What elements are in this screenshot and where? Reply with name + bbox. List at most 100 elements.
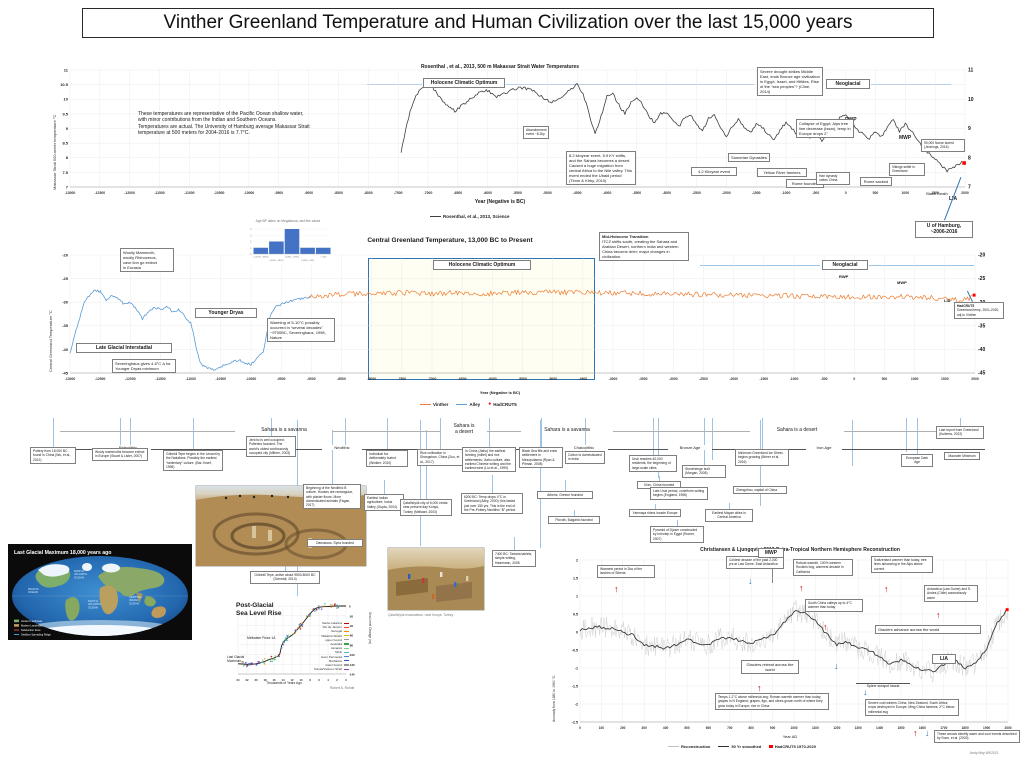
svg-text:0: 0 bbox=[345, 678, 347, 682]
connector-line bbox=[53, 418, 54, 447]
svg-text:10: 10 bbox=[299, 678, 303, 682]
warm-event-arrow: ↑ bbox=[614, 584, 619, 594]
annotation-box: MWP bbox=[897, 280, 907, 285]
svg-text:-6500: -6500 bbox=[453, 191, 462, 195]
svg-text:-1500: -1500 bbox=[752, 191, 761, 195]
svg-text:0: 0 bbox=[579, 726, 581, 730]
timeline-line bbox=[60, 431, 235, 432]
svg-text:Modern Landmass: Modern Landmass bbox=[21, 624, 43, 628]
svg-text:8: 8 bbox=[968, 155, 971, 161]
era-paleolithic: Paleolithic bbox=[105, 445, 151, 450]
svg-text:1600: 1600 bbox=[919, 726, 926, 730]
svg-text:-4500: -4500 bbox=[573, 191, 582, 195]
greenland-chart: -13000 -12500 -12000 -11500 -11000 -10500 -100… bbox=[62, 252, 985, 381]
svg-text:2000: 2000 bbox=[971, 377, 979, 381]
connector-line bbox=[387, 418, 388, 450]
annotation-box: Meltwater Pulse 1A bbox=[247, 636, 276, 640]
map-ocean-natlantic: NORTH ATLANTIC OCEAN bbox=[74, 569, 87, 579]
annotation-box: Uruk reaches 40,000 residents, the begin… bbox=[629, 455, 677, 472]
svg-text:1500: 1500 bbox=[931, 191, 939, 195]
legend-item: Tahiti bbox=[297, 650, 349, 654]
annotation-box: Warming of 5-10°C possibly occurred in “… bbox=[267, 318, 335, 342]
annotation-box: Severe drought strikes Middle East, ends… bbox=[757, 67, 823, 96]
annotation-box: Maunder Minimum bbox=[944, 452, 980, 461]
legend-glyph bbox=[769, 744, 773, 749]
svg-text:-1000: -1000 bbox=[790, 377, 799, 381]
connector-line bbox=[704, 418, 705, 465]
annotation-box: Severe cold winters China, New Zealand, … bbox=[865, 699, 959, 716]
annotation-box: Göbekli Tepe begins in the Levant by the… bbox=[163, 450, 223, 472]
annotation-box: Wooly mammoths become extinct in Europe … bbox=[92, 448, 148, 461]
legend-item: Vinther bbox=[420, 402, 448, 407]
connector-line bbox=[285, 566, 286, 571]
annotation-box: Individual fox deliberately buried (Wink… bbox=[366, 450, 408, 467]
annotation-box: Cotton is domesticated in India bbox=[565, 451, 605, 464]
svg-text:-0.5: -0.5 bbox=[572, 648, 578, 652]
annotation-box: European Dark Age bbox=[901, 454, 933, 467]
annotation-box: LIA bbox=[949, 196, 958, 202]
annotation-box: Coldest decade of the past 2,000 yrs at … bbox=[726, 556, 784, 569]
legend-label: Huon Peninsula bbox=[320, 654, 342, 659]
makassar-xlabel: Year (Negative is BC) bbox=[474, 199, 526, 205]
connector-line bbox=[492, 475, 493, 493]
annotation-box: Severinghaus gives 4-6°C Δ for Younger D… bbox=[112, 359, 176, 373]
connector-line bbox=[130, 418, 131, 446]
svg-text:-10000: -10000 bbox=[246, 377, 257, 381]
timeline-line bbox=[333, 431, 441, 432]
connector-line bbox=[541, 418, 542, 447]
greenland-xlabel: Year (Negative is BC) bbox=[479, 390, 521, 395]
svg-text:-140: -140 bbox=[349, 673, 355, 677]
svg-text:9: 9 bbox=[968, 126, 971, 132]
annotation-box: In China (Jiahu) the earliest farming (m… bbox=[462, 447, 516, 473]
annotation-box: Vikings settle in Greenland bbox=[889, 163, 925, 176]
connector-line bbox=[655, 504, 656, 509]
sealevel-chart: 24 22 20 18 16 14 12 10 8 6 4 2 00-20-40-60-80-100-1… bbox=[236, 602, 355, 682]
cool-event-arrow: ↓ bbox=[834, 661, 839, 671]
christiansen-legend: Reconstruction 50 Yr smoothed HadCRUT5 197… bbox=[668, 744, 816, 749]
makassar-title: Rosenthal , et al., 2013, 500 m Makassar… bbox=[420, 64, 580, 70]
svg-text:24: 24 bbox=[236, 678, 240, 682]
svg-text:-4000: -4000 bbox=[609, 377, 618, 381]
svg-text:1000: 1000 bbox=[790, 726, 797, 730]
svg-text:-45: -45 bbox=[62, 370, 69, 375]
legend-label: Australia bbox=[330, 641, 342, 646]
connector-line bbox=[729, 503, 730, 509]
makassar-ylabel: Makassar Strait 500-meter temperature °C bbox=[52, 114, 57, 190]
annotation-box: Minimum Greenland Ice Sheet, begins grow… bbox=[735, 449, 789, 466]
svg-text:1000: 1000 bbox=[902, 191, 910, 195]
connector-line bbox=[565, 480, 566, 491]
connector-line bbox=[677, 520, 678, 526]
legend-item: ● HadCRUT5 bbox=[488, 402, 517, 408]
svg-text:-4000: -4000 bbox=[603, 191, 612, 195]
legend-item: 50 Yr smoothed bbox=[718, 744, 761, 749]
annotation-box: Damascus, Syria founded bbox=[307, 539, 363, 548]
hco-label-makassar: Holocene Climatic Optimum bbox=[423, 78, 505, 89]
sealevel-title: Post-Glacial Sea Level Rise bbox=[236, 602, 282, 618]
svg-text:1700: 1700 bbox=[940, 726, 947, 730]
u-of-hamburg-box: U of Hamburg, ~2006-2016 bbox=[915, 221, 973, 238]
annotation-box: LIA bbox=[944, 298, 951, 303]
annotation-box: Glaciers retreat across the world bbox=[741, 660, 799, 674]
annotation-heading: HadCRUT5 bbox=[957, 304, 975, 308]
svg-text:10: 10 bbox=[64, 97, 69, 102]
legend-glyph bbox=[668, 746, 679, 747]
catalhoyuk-photo bbox=[388, 548, 484, 610]
legend-label: Vinther bbox=[433, 402, 449, 407]
svg-text:(-9943, -6943): (-9943, -6943) bbox=[269, 260, 283, 262]
christiansen-ylabel: Anomaly from 1880 to 1960 °C bbox=[552, 675, 556, 722]
svg-text:-9000: -9000 bbox=[304, 191, 313, 195]
sealevel-credit: Robert A. Rohde bbox=[330, 686, 355, 690]
svg-text:1000: 1000 bbox=[911, 377, 919, 381]
mid-holocene-box: Mid-Holocene Transition ITCZ shifts south… bbox=[599, 232, 689, 261]
svg-text:0: 0 bbox=[576, 630, 578, 634]
svg-text:-80: -80 bbox=[349, 643, 353, 647]
annotation-box: Earliest Mayan cities in Central America bbox=[705, 509, 753, 522]
svg-text:1500: 1500 bbox=[941, 377, 949, 381]
svg-text:1400: 1400 bbox=[876, 726, 883, 730]
svg-text:-6000: -6000 bbox=[488, 377, 497, 381]
svg-text:-12500: -12500 bbox=[95, 377, 106, 381]
annotation-box: Collapse of Egypt; Alps tree line decrea… bbox=[796, 119, 854, 138]
svg-text:-25: -25 bbox=[978, 276, 985, 282]
svg-text:900: 900 bbox=[770, 726, 776, 730]
annotation-box: Late Uruk period, cuneiform writing begi… bbox=[650, 487, 708, 500]
